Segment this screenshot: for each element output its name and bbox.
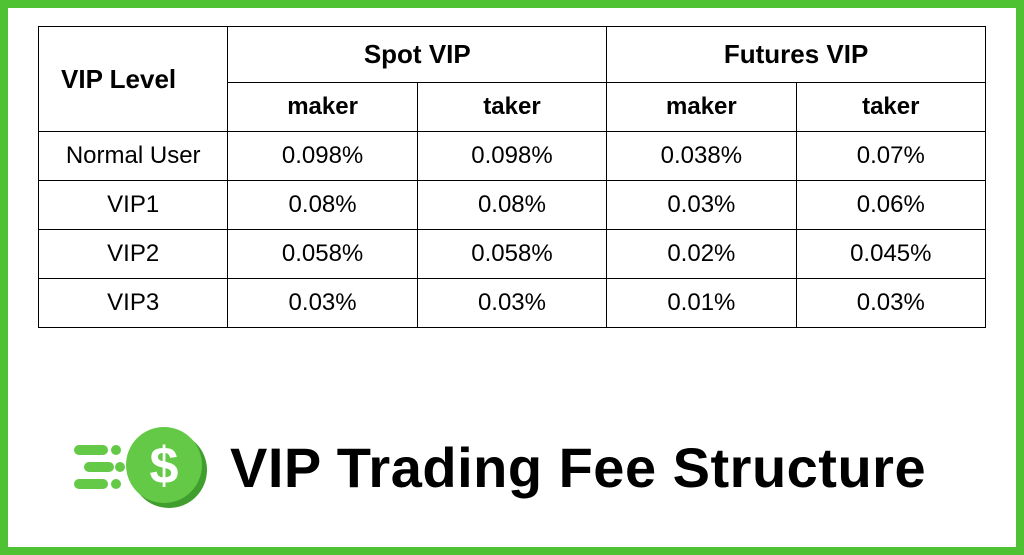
cell-value: 0.03% bbox=[796, 279, 985, 328]
cell-level: VIP3 bbox=[39, 279, 228, 328]
cell-level: Normal User bbox=[39, 132, 228, 181]
cell-value: 0.02% bbox=[607, 230, 796, 279]
cell-value: 0.045% bbox=[796, 230, 985, 279]
cell-value: 0.098% bbox=[417, 132, 606, 181]
cell-value: 0.03% bbox=[417, 279, 606, 328]
cell-value: 0.058% bbox=[417, 230, 606, 279]
cell-level: VIP2 bbox=[39, 230, 228, 279]
col-group-spot: Spot VIP bbox=[228, 27, 607, 83]
footer: $ VIP Trading Fee Structure bbox=[32, 417, 992, 527]
cell-value: 0.07% bbox=[796, 132, 985, 181]
cell-value: 0.01% bbox=[607, 279, 796, 328]
cell-value: 0.08% bbox=[417, 181, 606, 230]
table-row: VIP3 0.03% 0.03% 0.01% 0.03% bbox=[39, 279, 986, 328]
fee-table-container: VIP Level Spot VIP Futures VIP maker tak… bbox=[32, 26, 992, 328]
col-header-futures-taker: taker bbox=[796, 83, 985, 132]
cell-value: 0.038% bbox=[607, 132, 796, 181]
cell-level: VIP1 bbox=[39, 181, 228, 230]
frame: VIP Level Spot VIP Futures VIP maker tak… bbox=[0, 0, 1024, 555]
cell-value: 0.03% bbox=[607, 181, 796, 230]
col-header-futures-maker: maker bbox=[607, 83, 796, 132]
cell-value: 0.08% bbox=[228, 181, 417, 230]
col-header-spot-taker: taker bbox=[417, 83, 606, 132]
svg-text:$: $ bbox=[150, 437, 179, 495]
cell-value: 0.03% bbox=[228, 279, 417, 328]
cell-value: 0.058% bbox=[228, 230, 417, 279]
fee-table-body: Normal User 0.098% 0.098% 0.038% 0.07% V… bbox=[39, 132, 986, 328]
dollar-speed-icon: $ bbox=[72, 417, 212, 517]
table-row: VIP1 0.08% 0.08% 0.03% 0.06% bbox=[39, 181, 986, 230]
cell-value: 0.098% bbox=[228, 132, 417, 181]
table-row: VIP2 0.058% 0.058% 0.02% 0.045% bbox=[39, 230, 986, 279]
page-title: VIP Trading Fee Structure bbox=[230, 435, 926, 500]
col-header-vip-level: VIP Level bbox=[39, 27, 228, 132]
table-header-row-1: VIP Level Spot VIP Futures VIP bbox=[39, 27, 986, 83]
col-header-spot-maker: maker bbox=[228, 83, 417, 132]
cell-value: 0.06% bbox=[796, 181, 985, 230]
fee-table: VIP Level Spot VIP Futures VIP maker tak… bbox=[38, 26, 986, 328]
table-row: Normal User 0.098% 0.098% 0.038% 0.07% bbox=[39, 132, 986, 181]
col-group-futures: Futures VIP bbox=[607, 27, 986, 83]
